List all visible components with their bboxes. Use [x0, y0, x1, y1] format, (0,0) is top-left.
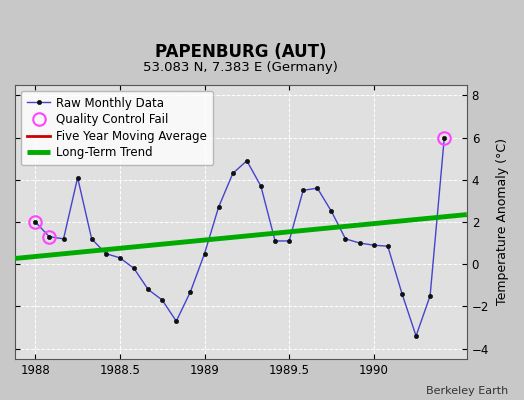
Raw Monthly Data — [188, 289, 194, 294]
Raw Monthly Data — [441, 135, 447, 140]
Raw Monthly Data — [399, 291, 405, 296]
Raw Monthly Data — [145, 287, 151, 292]
Raw Monthly Data — [244, 158, 250, 163]
Raw Monthly Data — [89, 236, 95, 241]
Raw Monthly Data — [215, 205, 222, 210]
Raw Monthly Data — [427, 294, 433, 298]
Raw Monthly Data — [286, 238, 292, 243]
Raw Monthly Data — [272, 238, 278, 243]
Raw Monthly Data — [314, 186, 321, 190]
Raw Monthly Data — [413, 334, 419, 338]
Title: PAPENBURG (AUT): PAPENBURG (AUT) — [155, 43, 326, 61]
Y-axis label: Temperature Anomaly (°C): Temperature Anomaly (°C) — [496, 138, 509, 306]
Raw Monthly Data — [131, 266, 137, 271]
Raw Monthly Data — [370, 243, 377, 248]
Raw Monthly Data — [117, 256, 123, 260]
Quality Control Fail — [46, 234, 52, 239]
Quality Control Fail — [32, 220, 38, 224]
Raw Monthly Data — [201, 251, 208, 256]
Raw Monthly Data — [74, 175, 81, 180]
Raw Monthly Data — [329, 209, 335, 214]
Raw Monthly Data — [103, 251, 109, 256]
Line: Raw Monthly Data: Raw Monthly Data — [33, 136, 446, 338]
Raw Monthly Data — [159, 298, 166, 302]
Raw Monthly Data — [230, 171, 236, 176]
Raw Monthly Data — [356, 241, 363, 246]
Raw Monthly Data — [385, 244, 391, 249]
Raw Monthly Data — [60, 236, 67, 241]
Raw Monthly Data — [173, 319, 179, 324]
Raw Monthly Data — [342, 236, 348, 241]
Raw Monthly Data — [300, 188, 307, 193]
Text: Berkeley Earth: Berkeley Earth — [426, 386, 508, 396]
Legend: Raw Monthly Data, Quality Control Fail, Five Year Moving Average, Long-Term Tren: Raw Monthly Data, Quality Control Fail, … — [21, 91, 213, 165]
Quality Control Fail — [441, 135, 447, 140]
Raw Monthly Data — [46, 234, 52, 239]
Text: 53.083 N, 7.383 E (Germany): 53.083 N, 7.383 E (Germany) — [144, 61, 339, 74]
Raw Monthly Data — [32, 220, 38, 224]
Raw Monthly Data — [258, 184, 264, 188]
Line: Quality Control Fail: Quality Control Fail — [29, 131, 451, 243]
